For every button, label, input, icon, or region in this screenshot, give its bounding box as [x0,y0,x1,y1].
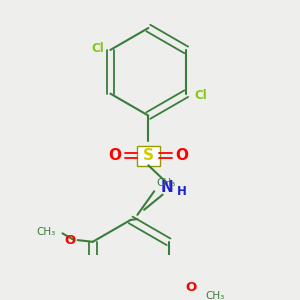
Text: O: O [175,148,188,164]
FancyBboxPatch shape [136,146,160,166]
Text: CH₃: CH₃ [37,227,56,237]
Text: N: N [160,180,173,195]
Text: O: O [65,234,76,247]
Text: O: O [108,148,122,164]
Text: H: H [177,185,187,198]
Text: Cl: Cl [195,89,207,102]
Text: O: O [185,281,197,294]
Text: CH₃: CH₃ [206,291,225,300]
Text: Cl: Cl [91,42,104,55]
Text: S: S [143,148,154,164]
Text: CH₃: CH₃ [156,178,175,188]
